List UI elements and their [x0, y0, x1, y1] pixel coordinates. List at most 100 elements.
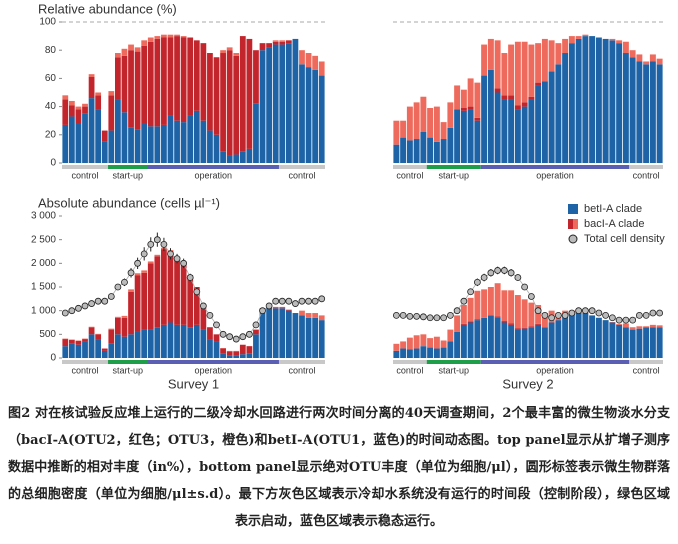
bar-segment: [121, 55, 128, 113]
bar-segment: [174, 120, 180, 163]
bar-segment: [121, 112, 128, 163]
bar-segment: [299, 64, 305, 163]
bar-segment: [246, 148, 253, 163]
density-point: [642, 311, 650, 319]
bar-segment: [108, 328, 115, 330]
chart-title: Relative abundance (%): [38, 1, 177, 16]
bar-segment: [141, 40, 148, 46]
bar-segment: [643, 61, 650, 65]
bar-segment: [541, 313, 548, 328]
bar-segment: [207, 53, 213, 131]
density-point: [180, 259, 188, 267]
bar-segment: [548, 322, 555, 358]
bar-segment: [226, 50, 233, 156]
bar-segment: [447, 102, 454, 128]
density-point: [245, 330, 253, 338]
bar-segment: [88, 98, 95, 163]
bar-segment: [555, 43, 562, 65]
bar-segment: [548, 40, 555, 72]
bar-segment: [82, 341, 88, 358]
x-axis-label: Survey 1: [168, 376, 219, 391]
bar-segment: [474, 290, 481, 320]
bar-segment: [535, 82, 542, 86]
phase-label: operation: [536, 170, 574, 180]
bar-segment: [609, 40, 616, 163]
bar-segment: [312, 69, 319, 163]
bar-segment: [75, 340, 82, 345]
bar-segment: [501, 53, 508, 96]
density-point: [206, 311, 214, 319]
bar-segment: [154, 126, 161, 163]
bar-segment: [474, 319, 481, 321]
bar-segment: [220, 50, 226, 54]
x-axis-label: Survey 2: [502, 376, 553, 391]
bar-segment: [487, 38, 494, 70]
bar-segment: [541, 81, 548, 163]
bar-segment: [161, 124, 167, 163]
bar-segment: [616, 43, 623, 163]
density-point: [588, 307, 596, 315]
bar-segment: [555, 64, 562, 163]
bar-segment: [616, 40, 623, 44]
bar-segment: [62, 95, 69, 100]
y-tick-label: 1 000: [31, 305, 56, 316]
density-point: [140, 250, 148, 258]
bar-segment: [272, 44, 279, 164]
bar-segment: [82, 339, 88, 342]
bar-segment: [535, 43, 542, 83]
bar-segment: [494, 317, 501, 358]
bar-segment: [266, 305, 272, 358]
bar-segment: [413, 348, 420, 358]
phase-label: operation: [194, 365, 232, 375]
bar-segment: [494, 40, 501, 89]
density-point: [134, 259, 142, 267]
bar-segment: [406, 349, 413, 358]
bar-segment: [62, 99, 69, 125]
bar-segment: [460, 110, 467, 163]
bar-segment: [474, 320, 481, 358]
bar-segment: [187, 275, 194, 328]
bar-segment: [226, 47, 233, 51]
density-point: [153, 236, 161, 244]
bar-segment: [253, 334, 259, 358]
density-point: [406, 312, 414, 320]
bar-segment: [213, 334, 220, 342]
bar-segment: [147, 41, 154, 127]
bar-segment: [643, 64, 650, 163]
bar-segment: [239, 354, 246, 358]
bar-segment: [82, 106, 88, 114]
bar-segment: [141, 329, 148, 358]
density-point: [419, 313, 427, 321]
bar-segment: [207, 339, 213, 358]
bar-segment: [460, 304, 467, 324]
bar-segment: [433, 348, 440, 358]
bar-segment: [568, 36, 575, 44]
bar-segment: [128, 44, 134, 51]
y-tick-label: 500: [39, 329, 56, 340]
bar-segment: [147, 37, 154, 42]
density-point: [413, 312, 421, 320]
bar-segment: [622, 53, 629, 163]
bar-segment: [629, 57, 636, 163]
bar-segment: [95, 334, 102, 340]
bar-segment: [609, 322, 616, 358]
bar-segment: [467, 106, 474, 110]
density-point: [226, 333, 234, 341]
bar-segment: [292, 38, 299, 163]
legend-label: Total cell density: [584, 233, 665, 245]
bar-segment: [508, 323, 515, 325]
bar-segment: [95, 95, 102, 110]
bar-segment: [226, 351, 233, 356]
bar-segment: [68, 105, 75, 117]
phase-label: control: [72, 365, 99, 375]
bar-segment: [494, 316, 501, 318]
bar-segment: [535, 85, 542, 163]
density-point: [649, 309, 657, 317]
bar-segment: [253, 103, 259, 163]
bar-segment: [440, 340, 447, 348]
bar-segment: [233, 53, 240, 56]
bar-segment: [460, 108, 467, 111]
bar-segment: [141, 270, 148, 273]
bar-segment: [467, 109, 474, 163]
bar-segment: [134, 51, 141, 130]
